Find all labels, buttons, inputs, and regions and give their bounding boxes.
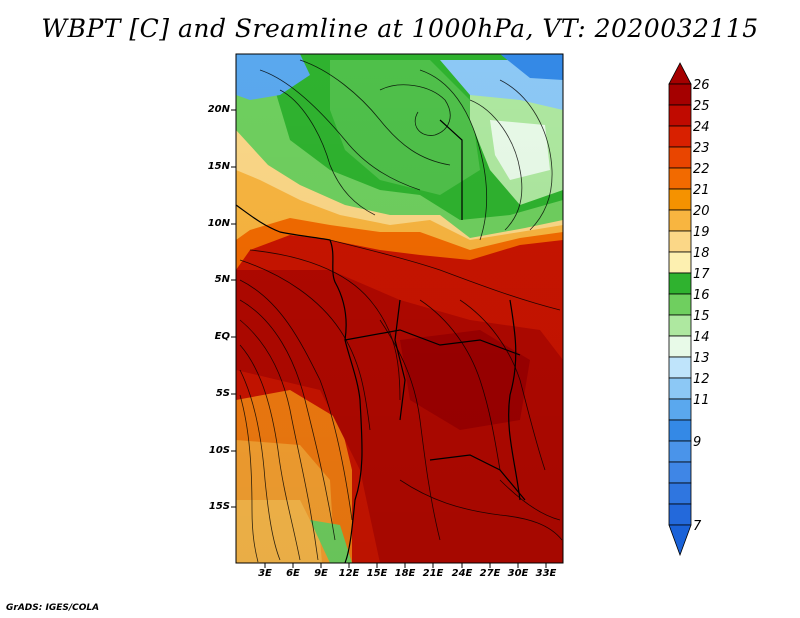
- lon-label-24e: 24E: [451, 568, 473, 579]
- colorbar-swatch-19: [668, 230, 692, 253]
- lon-label-12e: 12E: [338, 568, 360, 579]
- lon-label-15e: 15E: [366, 568, 388, 579]
- colorbar-swatch-22: [668, 167, 692, 190]
- lon-label-9e: 9E: [314, 568, 328, 579]
- colorbar-label-13: 13: [693, 351, 710, 366]
- colorbar-label-16: 16: [693, 288, 710, 303]
- streamlines: [239, 59, 563, 563]
- credit-text: GrADS: IGES/COLA: [6, 603, 100, 613]
- map-title: WBPT [C] and Sreamline at 1000hPa, VT: 2…: [41, 14, 759, 43]
- colorbar-swatch-24: [668, 125, 692, 148]
- axis-ticks: [231, 109, 547, 568]
- colorbar-swatch-15: [668, 314, 692, 337]
- lon-label-6e: 6E: [286, 568, 300, 579]
- colorbar-label-7: 7: [693, 519, 702, 534]
- lon-label-30e: 30E: [507, 568, 529, 579]
- lat-label-5s: 5S: [215, 388, 230, 399]
- lat-label-5n: 5N: [214, 274, 230, 285]
- colorbar-swatch-26: [668, 83, 692, 106]
- colorbar-swatch-25: [668, 104, 692, 127]
- colorbar: [668, 62, 692, 557]
- colorbar-label-20: 20: [693, 204, 710, 219]
- colorbar-swatch-14: [668, 335, 692, 358]
- lat-label-eq: EQ: [214, 331, 230, 342]
- colorbar-bottom-arrow: [668, 524, 692, 557]
- map-frame: [235, 53, 564, 564]
- colorbar-label-11: 11: [693, 393, 710, 408]
- colorbar-label-22: 22: [693, 162, 710, 177]
- lat-label-10n: 10N: [207, 218, 230, 229]
- colorbar-label-19: 19: [693, 225, 710, 240]
- colorbar-label-21: 21: [693, 183, 710, 198]
- colorbar-label-23: 23: [693, 141, 710, 156]
- lat-label-20n: 20N: [207, 104, 230, 115]
- colorbar-top-arrow: [668, 62, 692, 85]
- lat-label-10s: 10S: [208, 445, 230, 456]
- colorbar-swatch-21: [668, 188, 692, 211]
- colorbar-label-14: 14: [693, 330, 710, 345]
- colorbar-label-9: 9: [693, 435, 702, 450]
- lat-label-15s: 15S: [208, 501, 230, 512]
- colorbar-label-17: 17: [693, 267, 710, 282]
- colorbar-label-18: 18: [693, 246, 710, 261]
- coastlines: [236, 119, 526, 563]
- lon-label-18e: 18E: [394, 568, 416, 579]
- colorbar-label-15: 15: [693, 309, 710, 324]
- lon-label-33e: 33E: [535, 568, 557, 579]
- colorbar-swatch-11: [668, 398, 692, 421]
- colorbar-swatch-13: [668, 356, 692, 379]
- colorbar-swatch-18: [668, 251, 692, 274]
- colorbar-swatch-12: [668, 377, 692, 400]
- colorbar-label-25: 25: [693, 99, 710, 114]
- colorbar-label-24: 24: [693, 120, 710, 135]
- colorbar-swatch-16: [668, 293, 692, 316]
- colorbar-label-12: 12: [693, 372, 710, 387]
- colorbar-swatch-17: [668, 272, 692, 295]
- colorbar-swatch-20: [668, 209, 692, 232]
- colorbar-swatch-9: [668, 419, 692, 442]
- lon-label-21e: 21E: [422, 568, 444, 579]
- lon-label-27e: 27E: [479, 568, 501, 579]
- wbpt-field: [236, 54, 563, 563]
- colorbar-label-26: 26: [693, 78, 710, 93]
- lon-label-3e: 3E: [258, 568, 272, 579]
- colorbar-swatch-23: [668, 146, 692, 169]
- lat-label-15n: 15N: [207, 161, 230, 172]
